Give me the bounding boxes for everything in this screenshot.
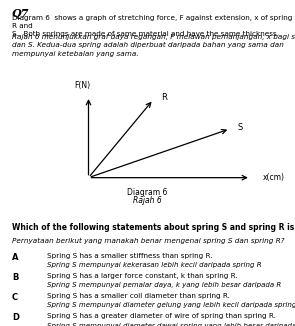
Text: Spring S has a greater diameter of wire of spring than spring R.: Spring S has a greater diameter of wire … (47, 313, 276, 319)
Text: Spring S mempunyai pemalar daya, k yang lebih besar daripada R: Spring S mempunyai pemalar daya, k yang … (47, 282, 281, 288)
Text: Diagram 6  shows a graph of stretching force, F against extension, x of spring R: Diagram 6 shows a graph of stretching fo… (12, 15, 292, 37)
Text: A: A (12, 253, 18, 262)
Text: Pernyataan berikut yang manakah benar mengenai spring S dan spring R?: Pernyataan berikut yang manakah benar me… (12, 238, 284, 244)
Text: B: B (12, 273, 18, 282)
Text: Rajah 6: Rajah 6 (133, 196, 162, 205)
Text: Diagram 6: Diagram 6 (127, 188, 168, 197)
Text: Spring S has a smaller coil diameter than spring R.: Spring S has a smaller coil diameter tha… (47, 293, 230, 299)
Text: Which of the following statements about spring S and spring R is correct?: Which of the following statements about … (12, 223, 295, 232)
Text: Spring S has a smaller stiffness than spring R.: Spring S has a smaller stiffness than sp… (47, 253, 213, 259)
Text: Spring S mempunyai kekerasan lebih kecil daripada spring R: Spring S mempunyai kekerasan lebih kecil… (47, 262, 262, 268)
Text: Spring S mempunyai diameter dawai spring yang lebih besar daripada spring: Spring S mempunyai diameter dawai spring… (47, 322, 295, 326)
Text: C: C (12, 293, 18, 302)
Text: D: D (12, 313, 19, 322)
Text: S: S (237, 123, 243, 132)
Text: Spring S has a larger force constant, k than spring R.: Spring S has a larger force constant, k … (47, 273, 238, 279)
Text: Spring S mempunyai diameter gelung yang lebih kecil daripada spring R: Spring S mempunyai diameter gelung yang … (47, 302, 295, 308)
Text: R: R (161, 93, 167, 102)
Text: Q7: Q7 (12, 8, 29, 19)
Text: x(cm): x(cm) (263, 173, 285, 182)
Text: F(N): F(N) (75, 81, 91, 90)
Text: Rajah 6 menunjukkan graf daya regangan, F melawan pemanjangan, x bagi spring R
d: Rajah 6 menunjukkan graf daya regangan, … (12, 34, 295, 56)
